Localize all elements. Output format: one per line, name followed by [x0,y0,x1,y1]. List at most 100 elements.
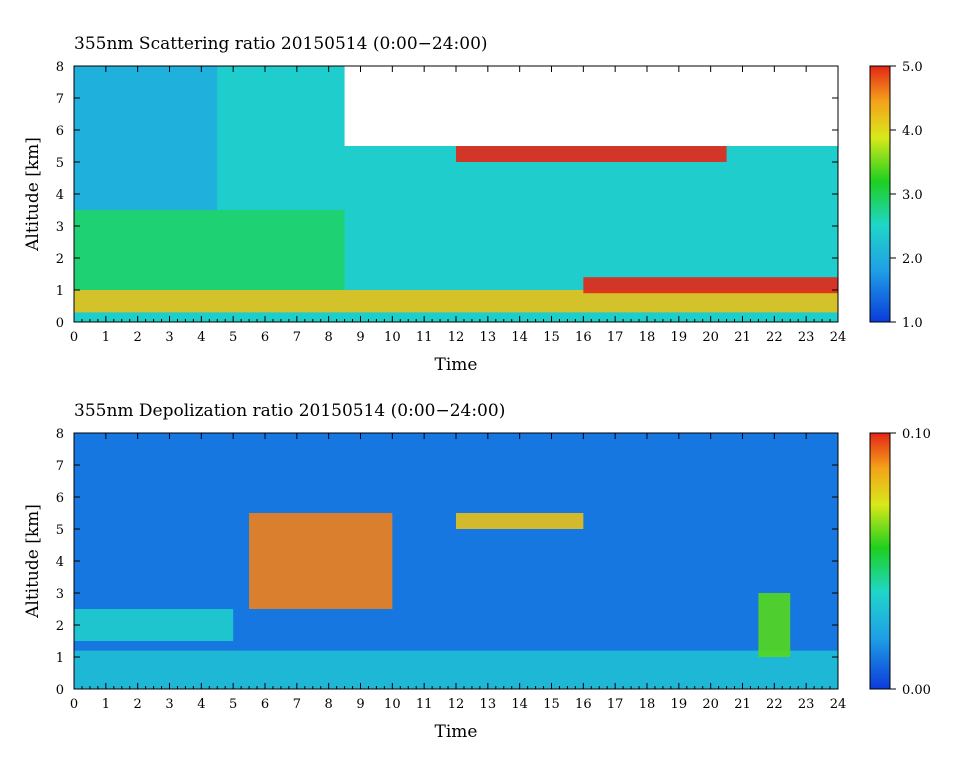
x-tick-label: 20 [702,330,719,345]
x-tick-label: 14 [511,330,528,345]
y-axis-label: Altitude [km] [23,504,43,619]
x-tick-label: 19 [671,330,688,345]
x-tick-label: 15 [543,330,560,345]
heatmap-feature [74,290,838,313]
y-tick-label: 2 [56,619,64,634]
x-tick-label: 23 [798,697,815,712]
x-tick-label: 18 [639,330,656,345]
depolarization-ratio-panel: 355nm Depolization ratio 20150514 (0:00−… [23,401,931,742]
x-axis: 0 1 2 3 4 5 6 7 8 9 10 11 12 13 14 15 16 17 18 19 20 21 22 23 24 [70,66,846,345]
colorbar-gradient [869,65,891,323]
x-tick-label: 0 [70,697,78,712]
colorbar: 1.0 2.0 3.0 4.0 5.0 [869,60,923,331]
x-tick-label: 3 [165,330,173,345]
x-tick-label: 24 [830,330,847,345]
y-axis: 0 1 2 3 4 5 6 7 8 [56,427,838,698]
x-tick-label: 7 [293,697,301,712]
y-axis: 0 1 2 3 4 5 6 7 8 [56,60,838,331]
x-tick-label: 20 [702,697,719,712]
heatmap-feature [456,513,584,529]
colorbar-tick-label: 5.0 [902,60,923,75]
missing-data-region [344,66,838,146]
y-tick-label: 1 [56,651,64,666]
heatmap-feature [74,66,218,210]
x-axis-label: Time [435,722,478,742]
y-tick-label: 8 [56,60,64,75]
x-tick-label: 8 [325,697,333,712]
x-tick-label: 17 [607,330,624,345]
x-tick-label: 16 [575,330,592,345]
y-tick-label: 7 [56,459,64,474]
y-tick-label: 5 [56,156,64,171]
x-tick-label: 7 [293,330,301,345]
heatmap-background [74,433,838,689]
x-tick-label: 2 [134,697,142,712]
x-tick-label: 2 [134,330,142,345]
x-tick-label: 22 [766,330,783,345]
x-tick-label: 5 [229,697,237,712]
colorbar: 0.00 0.10 [869,427,931,698]
colorbar-tick-label: 2.0 [902,252,923,267]
x-tick-label: 13 [480,330,497,345]
colorbar-tick-label: 0.10 [902,427,931,442]
scattering-ratio-panel: 355nm Scattering ratio 20150514 (0:00−24… [23,34,923,375]
y-tick-label: 6 [56,491,64,506]
x-tick-label: 3 [165,697,173,712]
heatmap-feature [74,650,838,689]
colorbar-tick-label: 3.0 [902,188,923,203]
x-tick-label: 6 [261,330,269,345]
heatmap-feature [583,277,838,294]
x-tick-label: 10 [384,330,401,345]
x-tick-label: 16 [575,697,592,712]
heatmap-feature [74,609,234,641]
y-tick-label: 3 [56,587,64,602]
colorbar-tick-label: 0.00 [902,683,931,698]
x-axis-label: Time [435,355,478,375]
y-tick-label: 4 [56,188,64,203]
y-tick-label: 5 [56,523,64,538]
x-tick-label: 12 [448,697,465,712]
x-tick-label: 19 [671,697,688,712]
y-tick-label: 0 [56,316,64,331]
x-tick-label: 5 [229,330,237,345]
heatmap-feature [249,513,393,609]
colorbar-tick-label: 4.0 [902,124,923,139]
x-tick-label: 4 [197,330,205,345]
y-tick-label: 2 [56,252,64,267]
y-tick-label: 1 [56,284,64,299]
x-tick-label: 23 [798,330,815,345]
x-tick-label: 17 [607,697,624,712]
y-tick-label: 0 [56,683,64,698]
y-tick-label: 6 [56,124,64,139]
x-tick-label: 15 [543,697,560,712]
chart-title: 355nm Scattering ratio 20150514 (0:00−24… [74,34,488,54]
y-tick-label: 4 [56,555,64,570]
colorbar-tick-label: 1.0 [902,316,923,331]
y-tick-label: 8 [56,427,64,442]
x-tick-label: 1 [102,697,110,712]
x-axis: 0 1 2 3 4 5 6 7 8 9 10 11 12 13 14 15 16 17 18 19 20 21 22 23 24 [70,433,846,712]
heatmap-area [74,433,838,689]
heatmap-feature [758,593,791,657]
x-tick-label: 24 [830,697,847,712]
x-tick-label: 21 [734,330,751,345]
x-tick-label: 22 [766,697,783,712]
x-tick-label: 11 [416,330,433,345]
x-tick-label: 12 [448,330,465,345]
colorbar-gradient [869,432,891,690]
x-tick-label: 0 [70,330,78,345]
x-tick-label: 11 [416,697,433,712]
heatmap-feature [456,146,727,162]
x-tick-label: 13 [480,697,497,712]
y-tick-label: 3 [56,220,64,235]
x-tick-label: 4 [197,697,205,712]
x-tick-label: 8 [325,330,333,345]
heatmap-feature [74,210,345,290]
chart-title: 355nm Depolization ratio 20150514 (0:00−… [74,401,505,421]
x-tick-label: 10 [384,697,401,712]
y-tick-label: 7 [56,92,64,107]
x-tick-label: 18 [639,697,656,712]
x-tick-label: 6 [261,697,269,712]
heatmap-area [74,66,838,322]
